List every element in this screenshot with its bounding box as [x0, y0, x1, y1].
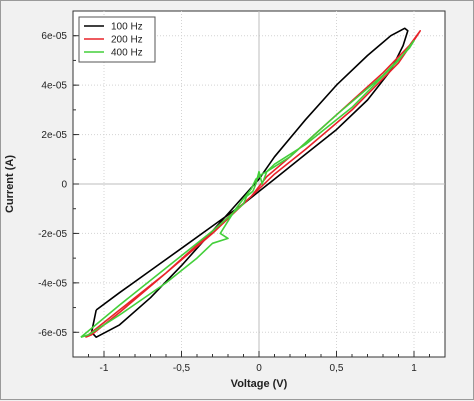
y-tick-label: -2e-05: [38, 229, 67, 240]
x-tick-label: -0,5: [173, 363, 191, 374]
legend-label: 200 Hz: [111, 35, 143, 46]
y-tick-label: -4e-05: [38, 278, 67, 289]
legend: 100 Hz 200 Hz 400 Hz: [78, 16, 156, 63]
y-axis-title: Current (A): [4, 155, 16, 213]
series-100-hz-line: [90, 27, 409, 339]
series-400-hz-line: [80, 39, 415, 338]
y-tick-label: -6e-05: [38, 328, 67, 339]
x-tick-label: 1: [411, 363, 417, 374]
x-tick-label: -1: [100, 363, 109, 374]
legend-label: 100 Hz: [111, 22, 143, 33]
legend-label: 400 Hz: [111, 48, 143, 59]
series-layer: [80, 27, 422, 339]
y-tick-label: 6e-05: [41, 31, 67, 42]
x-axis-title: Voltage (V): [231, 378, 288, 390]
y-tick-label: 2e-05: [41, 130, 67, 141]
grid: [73, 11, 445, 357]
axes: -1 -0,5 0 0,5 1 6e-05 4e-05 2e-05 0 -2e-05 -4e-05 -…: [38, 10, 430, 374]
y-tick-label: 4e-05: [41, 81, 67, 92]
x-tick-label: 0: [256, 363, 262, 374]
y-tick-label: 0: [61, 180, 67, 191]
x-tick-label: 0,5: [330, 363, 344, 374]
